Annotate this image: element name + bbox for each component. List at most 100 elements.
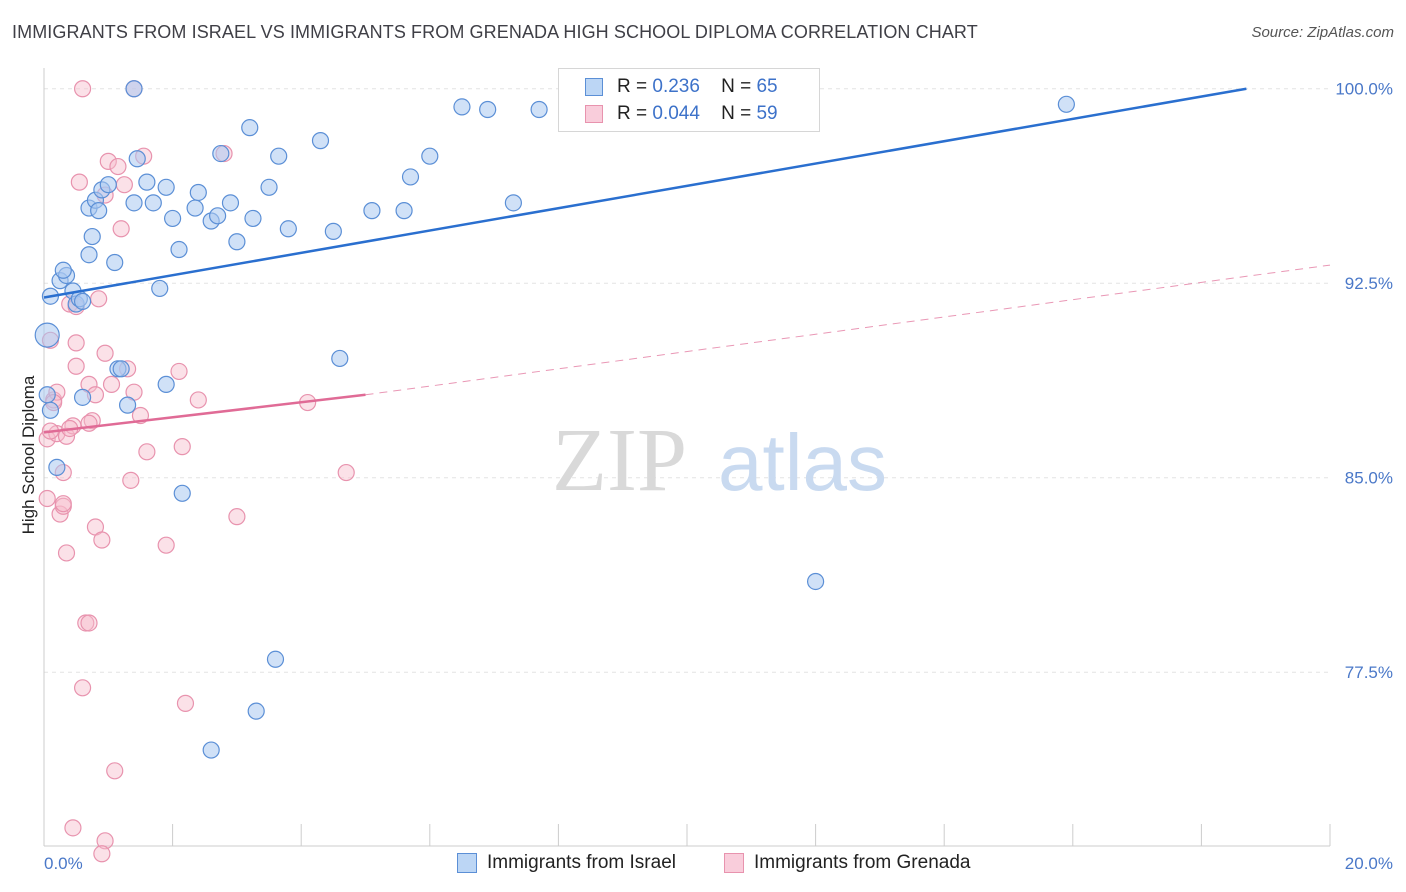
legend-israel-n-label: N = [721,76,752,97]
grid-lines [44,88,1330,673]
y-tick-label: 100.0% [1335,80,1393,99]
legend-israel-r-value: 0.236 [652,76,700,97]
grenada-point [173,438,191,456]
israel-point [34,322,60,348]
grenada-point [90,290,108,308]
bottom-legend-israel: Immigrants from Israel [457,850,697,878]
legend-swatch-israel [585,78,603,96]
israel-point [73,388,92,406]
israel-point [401,168,420,186]
grenada-point [64,819,82,837]
israel-point [83,227,101,246]
grenada-point [70,173,88,191]
israel-point [186,199,204,217]
y-tick-label: 85.0% [1345,469,1393,488]
watermark-atlas: atlas [718,418,887,507]
grenada-point [176,694,195,712]
grenada-point [96,832,114,850]
israel-point [331,349,349,368]
israel-point [247,702,265,720]
israel-point [479,100,497,119]
israel-point [453,98,471,116]
israel-point [241,119,259,137]
legend-grenada-n-label: N = [721,103,752,124]
grenada-point [73,80,92,98]
legend-swatch-grenada [585,105,603,123]
chart-title: IMMIGRANTS FROM ISRAEL VS IMMIGRANTS FRO… [12,22,978,42]
grenada-point [106,762,124,780]
legend-grenada-n-value: 59 [756,103,778,124]
grenada-point [122,471,140,489]
grenada-point [170,362,188,381]
israel-point [48,458,66,476]
watermark-zip: ZIP [552,411,687,510]
israel-point [1057,95,1075,113]
israel-point [164,209,182,228]
series-israel-points [34,80,1075,759]
y-axis-label: High School Diploma [19,375,38,534]
y-tick-label: 92.5% [1345,274,1393,293]
israel-point [80,246,98,264]
grenada-point [38,489,56,508]
israel-point [244,209,262,228]
grenada-point [67,334,85,352]
trend-lines [43,87,1331,434]
grenada-point [337,463,355,482]
israel-point [138,173,156,191]
israel-point [90,202,108,220]
watermark: ZIP atlas [552,411,887,510]
legend-israel-n-value: 65 [756,76,778,97]
axes [43,68,1331,847]
grenada-point [67,357,85,375]
israel-point [806,572,825,591]
israel-trend-line [43,87,1247,299]
israel-point [128,150,146,168]
grenada-trend-extension [365,264,1331,396]
grenada-point [189,391,207,409]
grenada-point [54,495,72,513]
grenada-point [93,845,111,863]
legend-grenada-r-value: 0.044 [652,103,700,124]
israel-point [530,100,548,119]
israel-point [266,650,285,668]
bottom-legend-swatch-israel [457,853,477,873]
grenada-point [83,412,101,430]
legend-grenada-r-label: R = [617,103,648,124]
x-tick-label-max: 20.0% [1345,854,1393,873]
bottom-legend-swatch-grenada [724,853,744,873]
israel-point [421,147,439,165]
israel-point [157,375,175,393]
israel-point [311,132,330,150]
israel-point [106,253,124,272]
grenada-point [99,152,117,170]
israel-point [125,80,143,98]
israel-point [189,183,207,202]
israel-point [279,220,297,238]
x-tick-label-min: 0.0% [44,854,83,873]
stats-legend: R = 0.236 N = 65 R = 0.044 N = 59 [558,68,820,132]
israel-point [221,194,240,212]
grenada-point [93,531,111,549]
israel-point [209,207,227,225]
israel-point [54,261,72,279]
israel-point [228,233,246,251]
israel-point [324,222,342,240]
israel-point [118,396,137,414]
grenada-trend-line [43,393,366,434]
source-label: Source: ZipAtlas.com [1251,24,1394,41]
israel-point [151,279,169,298]
grenada-point [115,176,133,194]
grenada-point [112,220,130,238]
grenada-point [157,536,175,554]
grenada-point [109,157,127,176]
israel-point [73,292,92,310]
grenada-point [96,344,114,362]
bottom-legend-label-israel: Immigrants from Israel [487,852,676,873]
israel-point [260,178,278,196]
grenada-point [228,508,246,526]
israel-point [363,202,381,220]
israel-point [38,386,56,404]
grenada-point [138,443,156,461]
israel-point [125,194,143,212]
